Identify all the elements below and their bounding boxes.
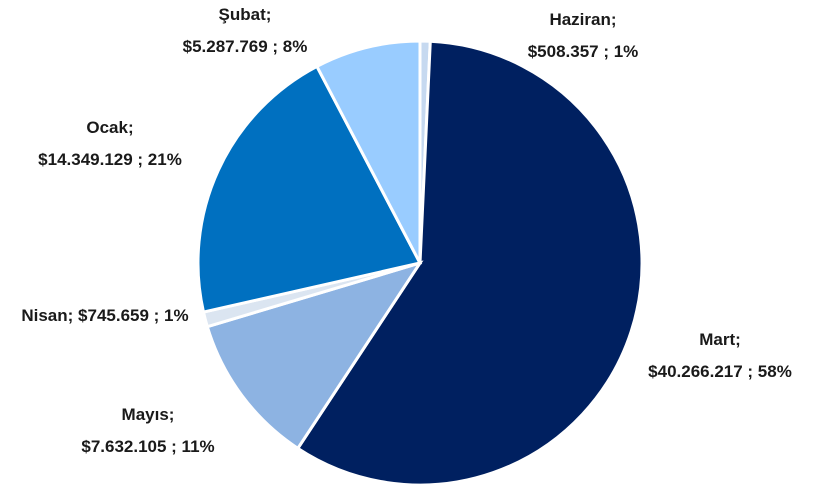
data-label: Ocak; $14.349.129 ; 21% <box>0 112 230 176</box>
category-label: Ocak; <box>86 118 134 137</box>
value-label: $508.357 ; 1% <box>527 42 639 61</box>
pie-slice <box>314 39 422 264</box>
category-label: Mayıs; <box>121 405 175 424</box>
value-label: $40.266.217 ; 58% <box>648 362 792 381</box>
data-label: Şubat; $5.287.769 ; 8% <box>125 0 365 63</box>
data-label: Nisan; $745.659 ; 1% <box>5 300 205 332</box>
value-label: $14.349.129 ; 21% <box>38 150 182 169</box>
value-label: $5.287.769 ; 8% <box>182 37 308 56</box>
category-label: Şubat; <box>218 5 272 24</box>
value-label: $745.659 ; 1% <box>78 306 189 325</box>
pie-slice <box>196 64 423 314</box>
pie-slice <box>295 39 644 487</box>
value-label: $7.632.105 ; 11% <box>81 437 215 456</box>
category-label: Mart; <box>699 330 741 349</box>
data-label: Mayıs; $7.632.105 ; 11% <box>28 399 268 463</box>
pie-slice <box>205 260 424 451</box>
data-label: Haziran; $508.357 ; 1% <box>463 4 703 68</box>
category-label: Haziran; <box>549 10 617 29</box>
category-label: Nisan; <box>21 306 74 325</box>
data-label: Mart; $40.266.217 ; 58% <box>600 324 840 388</box>
